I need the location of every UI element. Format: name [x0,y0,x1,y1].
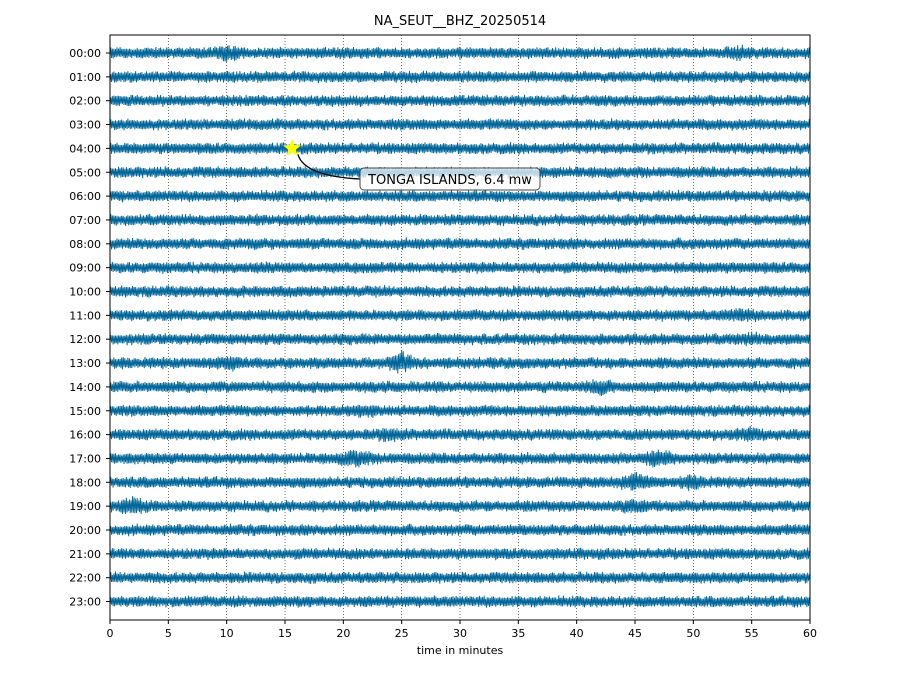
y-tick-label: 11:00 [69,309,101,322]
y-tick-label: 20:00 [69,524,101,537]
y-tick-label: 06:00 [69,190,101,203]
trace-line [109,350,811,374]
trace-line [109,571,811,585]
event-star-icon [282,138,302,157]
y-tick-label: 08:00 [69,238,101,251]
y-tick-label: 17:00 [69,452,101,465]
y-tick-label: 23:00 [69,596,101,609]
y-tick-label: 05:00 [69,166,101,179]
trace-line [109,425,811,443]
trace-line [109,142,811,155]
trace-line [109,44,811,62]
trace-line [109,70,811,84]
trace-line [109,213,811,227]
trace-line [109,496,811,515]
y-tick-label: 15:00 [69,405,101,418]
y-tick-label: 13:00 [69,357,101,370]
trace-line [109,94,811,107]
trace-line [109,261,811,275]
trace-line [109,449,811,468]
x-tick-label: 0 [107,627,114,640]
y-tick-label: 10:00 [69,286,101,299]
y-tick-label: 21:00 [69,548,101,561]
y-tick-labels: 00:00 01:00 02:00 03:00 04:00 05:00 06:00 07:00… [69,47,110,609]
x-tick-label: 60 [803,627,817,640]
trace-line [109,523,811,537]
trace-line [109,547,811,561]
trace-line [109,331,811,347]
y-tick-label: 12:00 [69,333,101,346]
y-tick-label: 02:00 [69,95,101,108]
y-tick-label: 04:00 [69,142,101,155]
x-tick-label: 35 [511,627,525,640]
y-tick-label: 19:00 [69,500,101,513]
y-tick-label: 01:00 [69,71,101,84]
x-tick-label: 30 [453,627,467,640]
trace-line [109,308,811,322]
y-tick-label: 09:00 [69,262,101,275]
trace-line [109,595,811,608]
x-tick-label: 50 [686,627,700,640]
plot-frame [109,34,811,621]
x-tick-label: 10 [220,627,234,640]
y-tick-label: 00:00 [69,47,101,60]
y-tick-label: 18:00 [69,476,101,489]
x-tick-label: 25 [395,627,409,640]
trace-line [109,379,811,397]
x-tick-label: 55 [745,627,759,640]
x-tick-labels: 0 5 10 15 20 25 30 35 40 45 50 55 60 [107,620,817,640]
event-label: TONGA ISLANDS, 6.4 mw [367,173,532,188]
chart-title: NA_SEUT__BHZ_20250514 [374,14,546,29]
event-annotation: TONGA ISLANDS, 6.4 mw [282,138,541,191]
trace-line [109,472,811,491]
x-tick-label: 5 [165,627,172,640]
x-tick-label: 40 [570,627,584,640]
seismic-traces [109,44,811,608]
x-tick-label: 20 [336,627,350,640]
y-tick-label: 16:00 [69,429,101,442]
y-tick-label: 14:00 [69,381,101,394]
y-tick-label: 03:00 [69,119,101,132]
x-tick-label: 15 [278,627,292,640]
trace-line [109,189,811,203]
event-arrow [297,154,361,180]
x-tick-label: 45 [628,627,642,640]
trace-line [109,285,811,298]
trace-line [109,404,811,418]
trace-line [109,118,811,131]
event-label-box [359,167,541,191]
y-tick-label: 22:00 [69,572,101,585]
x-axis-label: time in minutes [417,644,504,657]
trace-line [109,237,811,251]
y-tick-label: 07:00 [69,214,101,227]
